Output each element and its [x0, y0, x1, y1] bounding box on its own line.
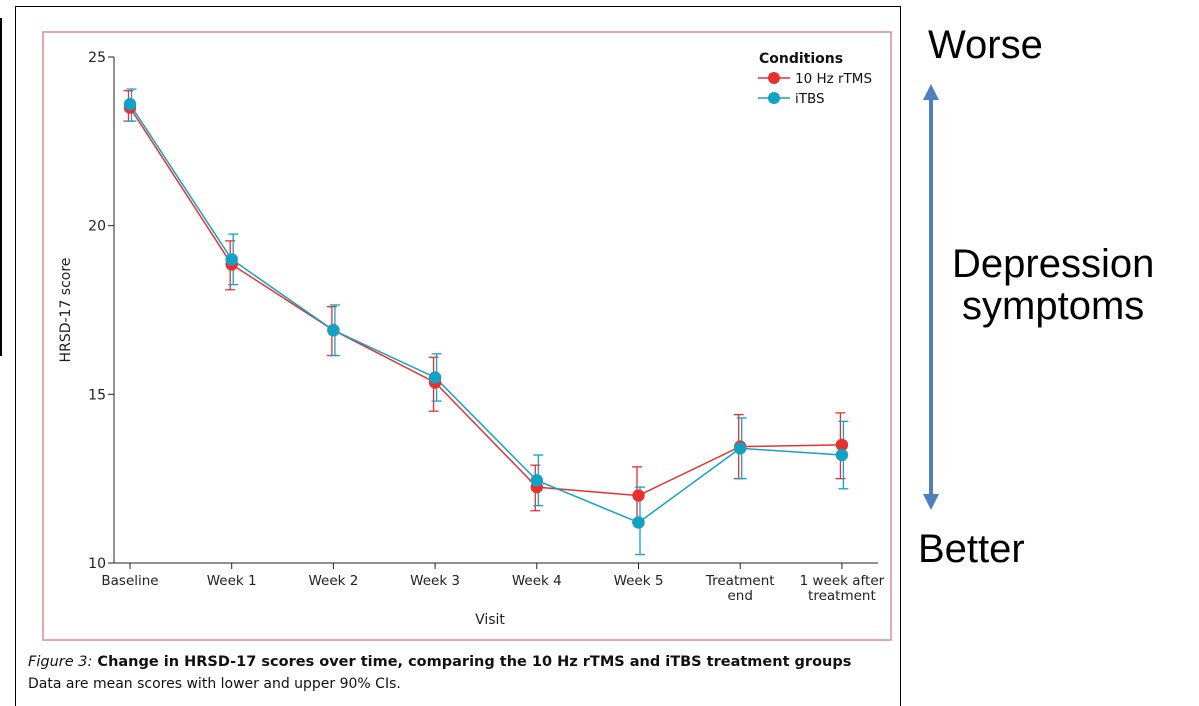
data-point — [632, 489, 645, 502]
arrow-head-up — [923, 84, 939, 100]
legend-swatch-dot — [768, 92, 780, 104]
depression-label-line2: symptoms — [962, 284, 1145, 328]
legend-label: iTBS — [795, 91, 825, 107]
y-tick-label: 20 — [88, 219, 106, 235]
y-tick-label: 15 — [88, 387, 106, 403]
plot-area — [123, 88, 849, 556]
x-tick-label: Week 4 — [512, 573, 562, 589]
data-point — [835, 448, 849, 462]
caption-figure-label: Figure 3: — [28, 654, 93, 670]
figure-caption: Figure 3: Change in HRSD-17 scores over … — [28, 654, 888, 692]
depression-label-line1: Depression — [952, 242, 1155, 286]
legend: Conditions 10 Hz rTMS iTBS — [758, 51, 872, 107]
legend-swatch-dot — [768, 72, 780, 84]
x-tick-label: Treatment end — [705, 573, 775, 604]
depression-symptoms-label: Depression symptoms — [952, 243, 1154, 327]
caption-note: Data are mean scores with lower and uppe… — [28, 676, 401, 692]
data-point — [327, 324, 340, 337]
data-point — [123, 98, 137, 111]
data-point — [428, 371, 442, 384]
x-tick-label: Week 5 — [614, 573, 664, 589]
caption-title-text: Change in HRSD-17 scores over time, comp… — [92, 654, 852, 670]
legend-title: Conditions — [759, 51, 843, 67]
x-axis-title: Visit — [475, 612, 505, 628]
y-axis-title: HRSD-17 score — [58, 258, 74, 363]
x-tick-label: Week 3 — [410, 573, 460, 589]
data-point — [225, 253, 238, 266]
x-tick-label: 1 week after treatment — [800, 573, 885, 604]
data-point — [530, 474, 543, 487]
y-tick-label: 25 — [88, 50, 106, 66]
y-tick-label: 10 — [88, 556, 106, 572]
series-line — [129, 103, 842, 524]
data-point — [632, 516, 645, 529]
data-point — [835, 438, 849, 452]
data-point — [734, 442, 747, 455]
figure-box — [15, 6, 901, 706]
axes: 10 15 20 25 Baseline Week 1 Week 2 Week 3 Week 4… — [58, 50, 885, 628]
worse-label: Worse — [928, 23, 1043, 67]
better-label: Better — [918, 527, 1025, 571]
x-tick-label: Week 1 — [207, 573, 257, 589]
x-tick-label: Week 2 — [308, 573, 358, 589]
x-tick-label: Baseline — [101, 573, 158, 589]
figure-frame — [42, 31, 892, 641]
caption-title: Figure 3: Change in HRSD-17 scores over … — [28, 654, 888, 670]
arrow-head-down — [923, 494, 939, 510]
series-line — [129, 107, 842, 497]
slide-left-rule — [0, 18, 2, 356]
legend-label: 10 Hz rTMS — [795, 71, 872, 87]
worse-better-arrow — [923, 84, 939, 510]
